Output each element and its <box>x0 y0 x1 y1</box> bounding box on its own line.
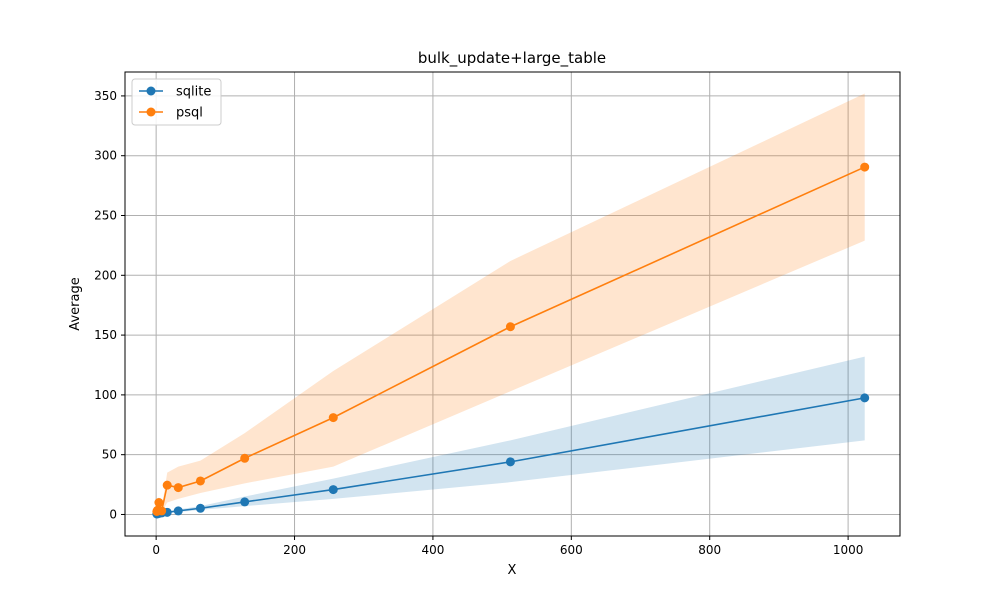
x-axis-ticks: 0 200 400 600 800 1000 <box>152 536 863 557</box>
y-tick-label: 50 <box>102 448 117 462</box>
x-tick-label: 0 <box>152 543 160 557</box>
band-sqlite <box>156 356 865 515</box>
legend-swatch-marker <box>146 86 156 96</box>
y-tick-label: 350 <box>94 89 117 103</box>
legend-label-psql: psql <box>176 106 203 121</box>
data-point-psql <box>162 480 172 490</box>
data-point-psql <box>240 453 250 463</box>
band-psql <box>156 93 865 513</box>
x-tick-label: 400 <box>421 543 444 557</box>
y-tick-label: 100 <box>94 388 117 402</box>
y-tick-label: 200 <box>94 268 117 282</box>
y-tick-label: 250 <box>94 209 117 223</box>
data-point-sqlite <box>173 506 183 516</box>
legend: sqlite psql <box>131 78 222 126</box>
y-axis-label: Average <box>68 277 83 330</box>
x-tick-label: 600 <box>560 543 583 557</box>
data-point-psql <box>505 322 515 332</box>
y-tick-label: 0 <box>109 507 117 521</box>
y-tick-label: 300 <box>94 149 117 163</box>
x-tick-label: 800 <box>698 543 721 557</box>
data-point-sqlite <box>328 485 338 495</box>
legend-label-sqlite: sqlite <box>176 85 211 100</box>
x-tick-label: 1000 <box>833 543 864 557</box>
data-point-psql <box>173 483 183 493</box>
data-point-sqlite <box>505 457 515 467</box>
data-point-psql <box>860 162 870 172</box>
data-point-sqlite <box>195 503 205 513</box>
y-tick-label: 150 <box>94 328 117 342</box>
data-point-psql <box>195 476 205 486</box>
legend-swatch-marker <box>146 107 156 117</box>
data-point-sqlite <box>240 497 250 507</box>
data-point-psql <box>157 506 167 516</box>
chart-title: bulk_update+large_table <box>418 49 606 68</box>
x-tick-label: 200 <box>283 543 306 557</box>
y-axis-ticks: 0 50 100 150 200 250 300 350 <box>94 89 125 521</box>
data-point-psql <box>154 498 164 508</box>
confidence-bands <box>156 93 865 515</box>
x-axis-label: X <box>508 563 517 578</box>
data-point-psql <box>328 413 338 423</box>
plot-frame <box>124 71 901 537</box>
data-point-sqlite <box>860 393 870 403</box>
series-points <box>152 162 870 519</box>
